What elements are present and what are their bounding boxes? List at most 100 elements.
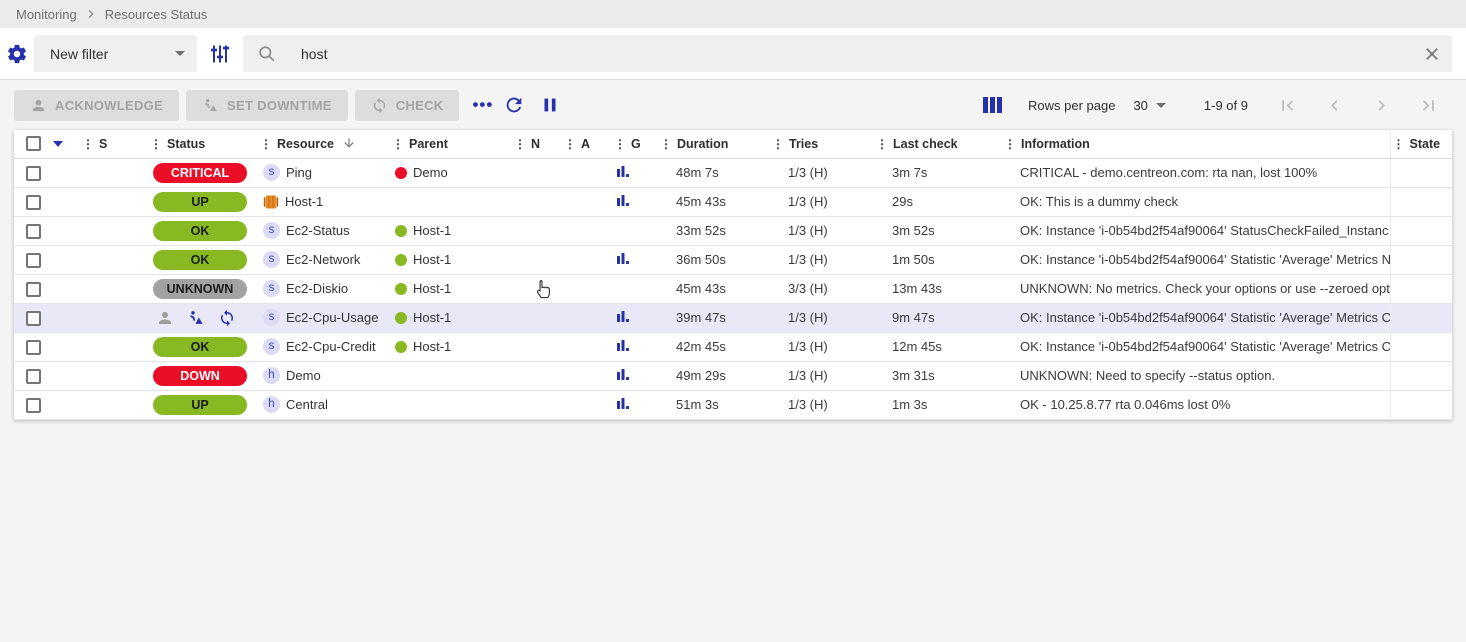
row-checkbox[interactable] xyxy=(26,281,41,297)
select-all-checkbox[interactable] xyxy=(26,136,41,152)
search-input[interactable] xyxy=(301,45,1422,62)
next-page-icon[interactable] xyxy=(1371,95,1392,116)
graph-icon[interactable] xyxy=(612,311,630,326)
parent-name[interactable]: Host-1 xyxy=(413,281,452,297)
column-header-status[interactable]: ⋮ Status xyxy=(148,130,258,159)
column-drag-handle-icon[interactable]: ⋮ xyxy=(876,136,888,151)
column-drag-handle-icon[interactable]: ⋮ xyxy=(1392,136,1405,151)
parent-status-dot xyxy=(395,254,407,267)
column-drag-handle-icon[interactable]: ⋮ xyxy=(150,136,162,151)
resource-name[interactable]: Ec2-Network xyxy=(286,252,361,268)
table-row[interactable]: UP h Central 51m 3s 1/3 (H) 1m 3s OK - 10… xyxy=(14,390,1452,419)
rows-per-page-select[interactable]: 30 xyxy=(1133,98,1166,113)
column-drag-handle-icon[interactable]: ⋮ xyxy=(614,136,626,151)
column-header-notes[interactable]: ⋮ N xyxy=(512,130,562,159)
edit-columns-button[interactable] xyxy=(982,97,1002,113)
table-row[interactable]: DOWN h Demo 49m 29s 1/3 (H) 3m 31s UNKNOW… xyxy=(14,361,1452,390)
refresh-button[interactable] xyxy=(503,94,525,116)
row-checkbox[interactable] xyxy=(26,339,41,355)
resource-name[interactable]: Ec2-Status xyxy=(286,223,350,239)
parent-name[interactable]: Host-1 xyxy=(413,339,452,355)
graph-icon[interactable] xyxy=(612,166,630,181)
resource-name[interactable]: Demo xyxy=(286,368,321,384)
pause-autorefresh-button[interactable] xyxy=(539,94,561,116)
row-checkbox[interactable] xyxy=(26,368,41,384)
column-header-last-check[interactable]: ⋮ Last check xyxy=(874,130,1002,159)
table-row[interactable]: UNKNOWN s Ec2-Diskio Host-1 45m 43s 3/3 (… xyxy=(14,274,1452,303)
filter-select[interactable]: New filter xyxy=(34,35,197,72)
resource-name[interactable]: Ec2-Cpu-Usage xyxy=(286,310,379,326)
parent-name[interactable]: Demo xyxy=(413,165,448,181)
more-actions-button[interactable]: ••• xyxy=(472,95,494,114)
column-header-action[interactable]: ⋮ A xyxy=(562,130,612,159)
column-drag-handle-icon[interactable]: ⋮ xyxy=(660,136,672,151)
resource-name[interactable]: Host-1 xyxy=(285,194,324,210)
breadcrumb: Monitoring Resources Status xyxy=(0,0,1466,28)
column-drag-handle-icon[interactable]: ⋮ xyxy=(564,136,576,151)
column-header-tries[interactable]: ⋮ Tries xyxy=(770,130,874,159)
table-row[interactable]: s Ec2-Cpu-Usage Host-1 39m 47s 1/3 (H) 9m… xyxy=(14,303,1452,332)
advanced-filters-button[interactable] xyxy=(197,42,243,66)
row-checkbox[interactable] xyxy=(26,310,41,326)
clear-search-icon[interactable] xyxy=(1422,44,1442,64)
column-header-parent[interactable]: ⋮ Parent xyxy=(390,130,512,159)
row-checkbox[interactable] xyxy=(26,165,41,181)
column-drag-handle-icon[interactable]: ⋮ xyxy=(514,136,526,151)
row-checkbox[interactable] xyxy=(26,252,41,268)
column-header-information[interactable]: ⋮ Information xyxy=(1002,130,1390,159)
table-row[interactable]: UP Host-1 45m 43s 1/3 (H) 29s OK: This i… xyxy=(14,187,1452,216)
set-downtime-button[interactable]: SET DOWNTIME xyxy=(186,89,348,121)
table-header-row: ⋮ S ⋮ Status ⋮ Resource ⋮ Parent ⋮ N ⋮ A ⋮ G ⋮ D… xyxy=(14,130,1452,159)
resource-name[interactable]: Central xyxy=(286,397,328,413)
information-cell: OK: This is a dummy check xyxy=(1020,194,1178,209)
breadcrumb-resources-status[interactable]: Resources Status xyxy=(104,6,208,22)
search-field[interactable] xyxy=(243,35,1452,72)
check-button[interactable]: CHECK xyxy=(354,89,460,121)
breadcrumb-monitoring[interactable]: Monitoring xyxy=(16,6,77,22)
column-header-duration[interactable]: ⋮ Duration xyxy=(658,130,770,159)
duration-cell: 36m 50s xyxy=(676,252,726,267)
column-drag-handle-icon[interactable]: ⋮ xyxy=(82,136,94,151)
graph-icon[interactable] xyxy=(612,369,630,384)
graph-icon[interactable] xyxy=(612,195,630,210)
resource-name[interactable]: Ec2-Cpu-Credit xyxy=(286,339,376,355)
column-drag-handle-icon[interactable]: ⋮ xyxy=(1004,136,1016,151)
acknowledge-button[interactable]: ACKNOWLEDGE xyxy=(14,89,180,121)
last-check-cell: 9m 47s xyxy=(892,310,935,325)
column-header-graph[interactable]: ⋮ G xyxy=(612,130,658,159)
information-cell: CRITICAL - demo.centreon.com: rta nan, l… xyxy=(1020,165,1318,180)
row-checkbox[interactable] xyxy=(26,397,41,413)
row-checkbox[interactable] xyxy=(26,223,41,239)
graph-icon[interactable] xyxy=(612,340,630,355)
last-page-icon[interactable] xyxy=(1418,95,1439,116)
column-drag-handle-icon[interactable]: ⋮ xyxy=(260,137,272,152)
previous-page-icon[interactable] xyxy=(1324,95,1345,116)
duration-cell: 48m 7s xyxy=(676,165,719,180)
tries-cell: 1/3 (H) xyxy=(788,368,828,383)
resource-name[interactable]: Ping xyxy=(286,165,313,181)
column-header-state[interactable]: ⋮ State xyxy=(1389,130,1452,159)
service-type-badge: s xyxy=(263,309,280,327)
select-options-caret-icon[interactable] xyxy=(53,140,63,147)
first-page-icon[interactable] xyxy=(1277,95,1298,116)
parent-name[interactable]: Host-1 xyxy=(413,252,452,268)
filter-settings-button[interactable] xyxy=(0,43,34,65)
column-header-resource[interactable]: ⋮ Resource xyxy=(258,130,390,159)
resource-name[interactable]: Ec2-Diskio xyxy=(286,281,349,297)
column-drag-handle-icon[interactable]: ⋮ xyxy=(772,136,784,151)
sort-descending-icon[interactable] xyxy=(342,136,356,150)
table-row[interactable]: CRITICAL s Ping Demo 48m 7s 1/3 (H) 3m 7s… xyxy=(14,158,1452,187)
pagination-range: 1-9 of 9 xyxy=(1203,97,1248,113)
parent-name[interactable]: Host-1 xyxy=(413,223,452,239)
graph-icon[interactable] xyxy=(612,253,630,268)
last-check-cell: 1m 3s xyxy=(892,397,928,412)
row-checkbox[interactable] xyxy=(26,194,41,210)
column-drag-handle-icon[interactable]: ⋮ xyxy=(392,136,404,151)
table-row[interactable]: OK s Ec2-Cpu-Credit Host-1 42m 45s 1/3 (H… xyxy=(14,332,1452,361)
graph-icon[interactable] xyxy=(612,398,630,413)
actions-toolbar: ACKNOWLEDGE SET DOWNTIME CHECK ••• Rows … xyxy=(0,80,1466,130)
table-row[interactable]: OK s Ec2-Status Host-1 33m 52s 1/3 (H) 3m… xyxy=(14,216,1452,245)
column-header-severity[interactable]: ⋮ S xyxy=(80,130,148,159)
parent-name[interactable]: Host-1 xyxy=(413,310,452,326)
table-row[interactable]: OK s Ec2-Network Host-1 36m 50s 1/3 (H) 1… xyxy=(14,245,1452,274)
